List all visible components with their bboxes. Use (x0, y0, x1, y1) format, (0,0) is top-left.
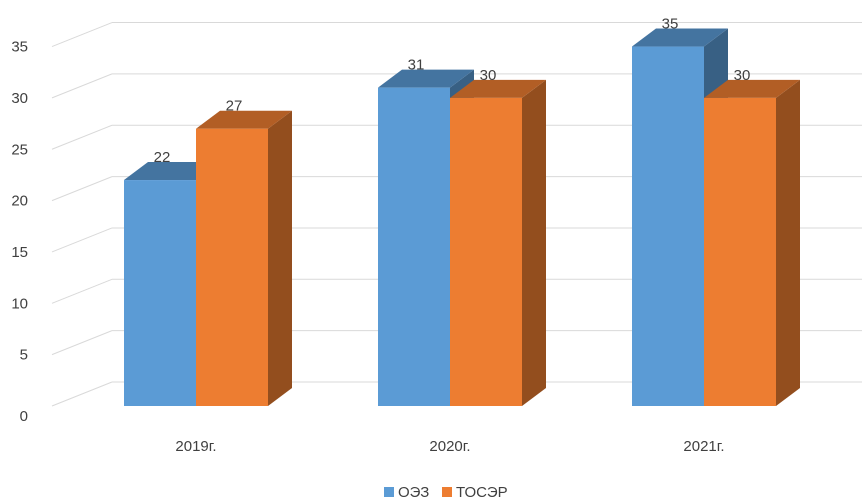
bar-front-face (450, 97, 522, 407)
legend-item: ОЭЗ (384, 484, 429, 501)
bars (124, 28, 800, 407)
y-tick-label: 0 (20, 408, 28, 425)
category-label: 2020г. (429, 438, 470, 455)
bar (196, 110, 292, 407)
bar-front-face (704, 97, 776, 407)
legend-item: ТОСЭР (442, 484, 508, 501)
category-label: 2021г. (683, 438, 724, 455)
gridline-wall (51, 176, 113, 202)
bar (704, 79, 800, 407)
legend-label: ТОСЭР (456, 484, 508, 501)
gridline-wall (51, 381, 113, 407)
legend-label: ОЭЗ (398, 484, 429, 501)
y-tick-label: 15 (11, 244, 28, 261)
data-label: 30 (734, 67, 751, 84)
data-label: 22 (154, 149, 171, 166)
bar (450, 79, 546, 407)
bar-side-face (268, 110, 292, 407)
y-tick-label: 30 (11, 90, 28, 107)
legend: ОЭЗ ТОСЭР (384, 484, 508, 501)
bar-top-face (378, 69, 474, 88)
y-tick-label: 35 (11, 39, 28, 56)
category-labels: 2019г. 2020г. 2021г. (175, 438, 724, 455)
gridline-wall (51, 124, 113, 150)
gridline-wall (51, 227, 113, 253)
bar-top-face (450, 79, 546, 98)
data-label: 27 (226, 98, 243, 115)
gridline-wall (51, 278, 113, 304)
bar-front-face (124, 180, 196, 406)
bar-front-face (632, 46, 704, 407)
gridline-wall (51, 330, 113, 356)
bar-side-face (522, 79, 546, 407)
bar-side-face (776, 79, 800, 407)
bar-top-face (704, 79, 800, 98)
legend-swatch (384, 487, 394, 497)
y-tick-label: 20 (11, 193, 28, 210)
bar-top-face (632, 28, 728, 47)
legend-swatch (442, 487, 452, 497)
bar-front-face (196, 128, 268, 406)
data-label: 31 (408, 57, 425, 74)
data-label: 30 (480, 67, 497, 84)
gridline-wall (51, 73, 113, 99)
gridline-wall (51, 22, 113, 48)
y-axis-ticks: 0 5 10 15 20 25 30 35 (11, 39, 28, 425)
y-tick-label: 25 (11, 141, 28, 158)
data-label: 35 (662, 16, 679, 33)
data-labels: 22 27 31 30 35 30 (154, 16, 751, 167)
y-tick-label: 10 (11, 295, 28, 312)
y-tick-label: 5 (20, 347, 28, 364)
bar-front-face (378, 87, 450, 406)
bar-top-face (196, 110, 292, 129)
category-label: 2019г. (175, 438, 216, 455)
